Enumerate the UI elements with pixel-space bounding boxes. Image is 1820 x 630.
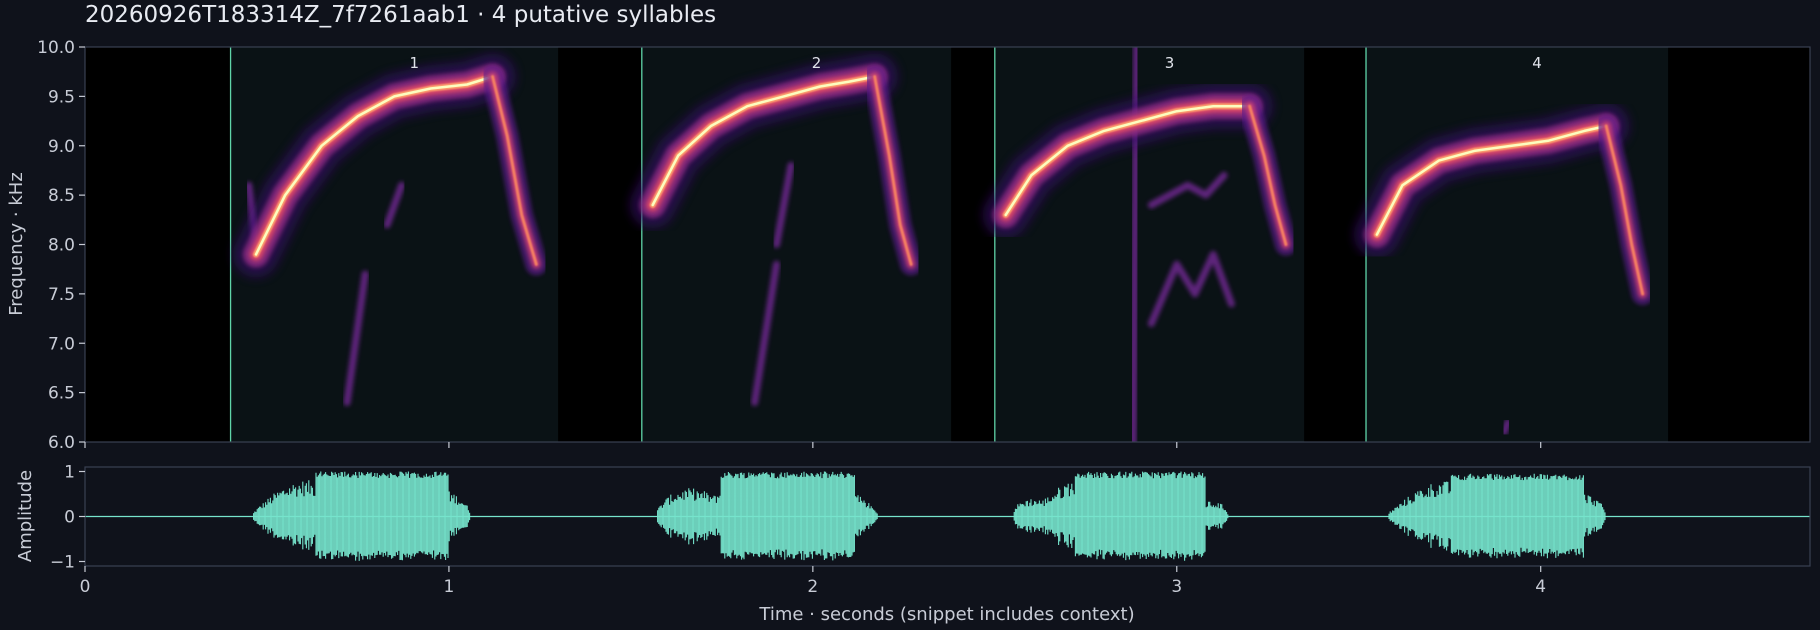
waveform-trace-1 bbox=[253, 471, 471, 561]
spectrogram-panel: 1 2 3 4 6.0 6.5 7.0 7.5 8.0 8.5 9.0 9.5 10.0 Freque… bbox=[6, 38, 1811, 453]
tail-trace-3-core bbox=[1248, 104, 1288, 246]
waveform-marks bbox=[85, 471, 1810, 561]
harmonic-trace-3-3 bbox=[1147, 250, 1235, 327]
syllable-label-4: 4 bbox=[1532, 54, 1542, 72]
freq-tick-label: 7.0 bbox=[48, 334, 75, 354]
spectrogram-y-axis: 6.0 6.5 7.0 7.5 8.0 8.5 9.0 9.5 10.0 bbox=[37, 38, 85, 453]
waveform-trace-4 bbox=[1388, 473, 1606, 559]
freq-tick-label: 8.0 bbox=[48, 236, 75, 256]
freq-tick-label: 6.5 bbox=[48, 384, 75, 404]
syllable-label-2: 2 bbox=[812, 54, 822, 72]
harmonic-trace-4-1 bbox=[1500, 418, 1512, 436]
tail-trace-2-core bbox=[873, 75, 913, 266]
waveform-trace-2 bbox=[657, 471, 878, 561]
call-trace-4-core bbox=[1375, 124, 1608, 236]
harmonic-trace-2-2 bbox=[773, 162, 795, 248]
freq-tick-label: 6.0 bbox=[48, 433, 75, 453]
freq-tick-label: 9.0 bbox=[48, 137, 75, 157]
chart-title: 20260926T183314Z_7f7261aab1 · 4 putative… bbox=[85, 2, 717, 28]
time-tick-label: 4 bbox=[1535, 577, 1546, 597]
spectrogram-y-label: Frequency · kHz bbox=[6, 172, 27, 316]
harmonic-trace-2-1 bbox=[751, 260, 780, 406]
harmonic-trace-1-1 bbox=[343, 270, 369, 406]
syllable-label-1: 1 bbox=[410, 54, 420, 72]
waveform-x-axis: 0 1 2 3 4 bbox=[80, 566, 1546, 597]
harmonic-trace-1-2 bbox=[383, 181, 406, 229]
time-tick-label: 0 bbox=[80, 577, 91, 597]
waveform-y-axis: −1 0 1 bbox=[50, 463, 85, 573]
spectrogram-x-ticks bbox=[84, 442, 1542, 448]
syllable-label-3: 3 bbox=[1165, 54, 1175, 72]
freq-tick-label: 7.5 bbox=[48, 285, 75, 305]
tail-trace-1-core bbox=[491, 75, 538, 266]
spectrogram-marks: 1 2 3 4 bbox=[233, 47, 1654, 442]
harmonic-trace-3-2 bbox=[1147, 171, 1228, 209]
waveform-burst-1 bbox=[253, 471, 471, 561]
tail-trace-4-core bbox=[1604, 124, 1645, 296]
freq-tick-label: 10.0 bbox=[37, 38, 75, 58]
call-trace-1-core bbox=[254, 75, 494, 256]
call-trace-3-core bbox=[1004, 104, 1251, 217]
call-trace-2-core bbox=[651, 75, 876, 207]
amplitude-tick-label: −1 bbox=[50, 553, 75, 573]
time-tick-label: 3 bbox=[1171, 577, 1182, 597]
time-tick-label: 2 bbox=[807, 577, 818, 597]
amplitude-tick-label: 1 bbox=[64, 463, 75, 483]
waveform-trace-3 bbox=[1013, 471, 1229, 561]
waveform-burst-2 bbox=[657, 471, 878, 561]
time-tick-label: 1 bbox=[444, 577, 455, 597]
waveform-burst-3 bbox=[1013, 471, 1229, 561]
amplitude-tick-label: 0 bbox=[64, 508, 75, 528]
waveform-y-label: Amplitude bbox=[15, 470, 36, 562]
time-axis-label: Time · seconds (snippet includes context… bbox=[758, 604, 1134, 625]
waveform-burst-4 bbox=[1388, 473, 1606, 559]
freq-tick-label: 9.5 bbox=[48, 87, 75, 107]
freq-tick-label: 8.5 bbox=[48, 186, 75, 206]
